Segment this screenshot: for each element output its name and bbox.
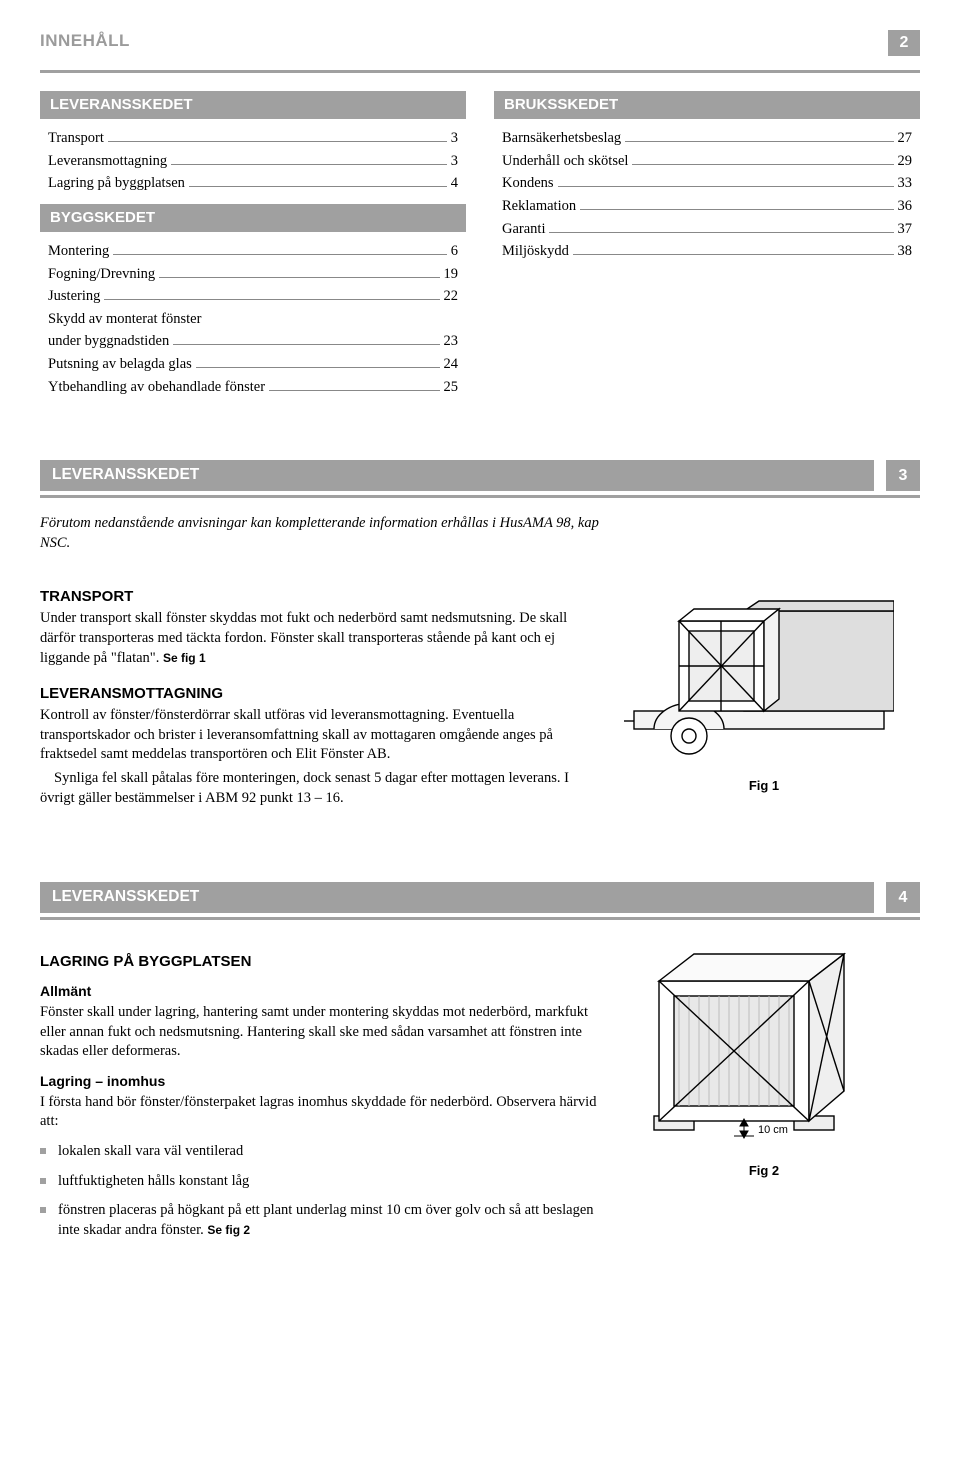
toc-row: Putsning av belagda glas24 <box>48 355 458 375</box>
allmant-body: Fönster skall under lagring, hantering s… <box>40 1003 600 1062</box>
section3-strip-row: LEVERANSSKEDET 3 <box>40 460 920 491</box>
toc-section-header: LEVERANSSKEDET <box>40 91 466 119</box>
toc-right: BRUKSSKEDET Barnsäkerhetsbeslag27 Underh… <box>494 91 920 400</box>
toc-row: Transport3 <box>48 129 458 149</box>
figure-1-svg <box>624 571 894 771</box>
section-rule <box>40 495 920 498</box>
page-title: INNEHÅLL <box>40 30 130 53</box>
section-strip: LEVERANSSKEDET <box>40 460 874 491</box>
section3-text: TRANSPORT Under transport skall fönster … <box>40 571 600 812</box>
section-strip: LEVERANSSKEDET <box>40 882 874 913</box>
fig2-dimension: 10 cm <box>758 1124 788 1136</box>
toc-row: Fogning/Drevning19 <box>48 265 458 285</box>
toc-row: Barnsäkerhetsbeslag27 <box>502 129 912 149</box>
figure-1: Fig 1 <box>624 571 904 795</box>
section-number: 4 <box>886 882 920 913</box>
toc-row: Underhåll och skötsel29 <box>502 152 912 172</box>
page-number-box: 2 <box>888 30 920 56</box>
section4-text: LAGRING PÅ BYGGPLATSEN Allmänt Fönster s… <box>40 936 600 1250</box>
toc-row: Justering22 <box>48 287 458 307</box>
leveransmottagning-heading: LEVERANSMOTTAGNING <box>40 684 600 704</box>
toc-left: LEVERANSSKEDET Transport3 Leveransmottag… <box>40 91 466 400</box>
bullet-item: fönstren placeras på högkant på ett plan… <box>40 1201 600 1240</box>
inomhus-heading: Lagring – inomhus <box>40 1072 600 1091</box>
header-row: INNEHÅLL 2 <box>40 30 920 56</box>
toc-row: Lagring på byggplatsen4 <box>48 174 458 194</box>
fig2-caption: Fig 2 <box>624 1162 904 1180</box>
header-rule <box>40 70 920 73</box>
section3-note: Förutom nedanstående anvisningar kan kom… <box>40 514 600 553</box>
bullet-item: luftfuktigheten hålls konstant låg <box>40 1172 600 1192</box>
lever-body-2: Synliga fel skall påtalas före montering… <box>40 769 600 808</box>
section-rule <box>40 917 920 920</box>
section-number: 3 <box>886 460 920 491</box>
transport-heading: TRANSPORT <box>40 587 600 607</box>
figure-2-svg: 10 cm <box>624 936 884 1156</box>
toc-row: Miljöskydd38 <box>502 242 912 262</box>
allmant-heading: Allmänt <box>40 982 600 1001</box>
lever-body-1: Kontroll av fönster/fönsterdörrar skall … <box>40 706 600 765</box>
toc-row: Garanti37 <box>502 220 912 240</box>
toc-row: under byggnadstiden23 <box>48 332 458 352</box>
inomhus-body: I första hand bör fönster/fönsterpaket l… <box>40 1093 600 1132</box>
see-fig-1: Se fig 1 <box>163 651 206 665</box>
transport-body: Under transport skall fönster skyddas mo… <box>40 609 600 668</box>
lagring-heading: LAGRING PÅ BYGGPLATSEN <box>40 952 600 972</box>
bullet-list: lokalen skall vara väl ventilerad luftfu… <box>40 1142 600 1240</box>
toc-row: Montering6 <box>48 242 458 262</box>
toc-row: Skydd av monterat fönster <box>48 310 458 330</box>
toc-section-header: BYGGSKEDET <box>40 204 466 232</box>
toc: LEVERANSSKEDET Transport3 Leveransmottag… <box>40 91 920 400</box>
toc-row: Ytbehandling av obehandlade fönster25 <box>48 378 458 398</box>
see-fig-2: Se fig 2 <box>207 1223 250 1237</box>
bullet-item: lokalen skall vara väl ventilerad <box>40 1142 600 1162</box>
toc-section-header: BRUKSSKEDET <box>494 91 920 119</box>
toc-row: Kondens33 <box>502 174 912 194</box>
toc-row: Reklamation36 <box>502 197 912 217</box>
fig1-caption: Fig 1 <box>624 777 904 795</box>
toc-row: Leveransmottagning3 <box>48 152 458 172</box>
figure-2: 10 cm Fig 2 <box>624 936 904 1180</box>
section4-strip-row: LEVERANSSKEDET 4 <box>40 882 920 913</box>
